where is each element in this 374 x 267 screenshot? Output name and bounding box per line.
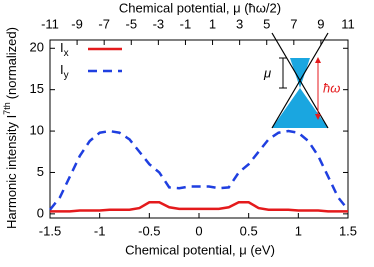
x-tick-label: 0 (195, 223, 202, 238)
y-tick-label: 15 (30, 81, 44, 96)
inset-hw-label: ħω (323, 80, 340, 95)
legend-sub: y (64, 70, 69, 81)
inset-lower-fill (272, 88, 328, 128)
x-axis-label: Chemical potential, μ (eV) (125, 242, 275, 257)
y-tick-label: 10 (30, 123, 44, 138)
x-tick-label: 0.5 (240, 223, 258, 238)
y-label-end: (normalized) (4, 27, 19, 99)
legend-name: I (60, 62, 64, 77)
legend-label: Ix (60, 40, 69, 58)
y-label-main: Harmonic intensity I (4, 115, 19, 229)
series-line (49, 129, 349, 211)
inset: μ ħω (263, 32, 340, 129)
x-tick-label: -1 (94, 223, 106, 238)
x2-tick-label: -3 (153, 16, 165, 31)
x2-tick-label: -9 (71, 16, 83, 31)
x-tick-label: -1.5 (39, 223, 61, 238)
series-line (50, 201, 348, 213)
inset-hw-arrowhead (315, 57, 321, 63)
x2-tick-label: 9 (317, 16, 324, 31)
x-tick-label: 1.5 (339, 223, 357, 238)
x2-tick-label: -11 (41, 16, 59, 31)
legend-name: I (60, 40, 64, 55)
x2-tick-label: -1 (180, 16, 192, 31)
y-tick-label: 20 (30, 40, 44, 55)
x2-axis-label: Chemical potential, μ (ħω/2) (119, 0, 281, 15)
legend-label: Iy (60, 62, 69, 80)
x2-tick-label: -7 (98, 16, 110, 31)
x2-tick-label: 1 (209, 16, 216, 31)
y-tick-label: 5 (37, 164, 44, 179)
y-tick-label: 0 (37, 205, 44, 220)
inset-cone-line (271, 32, 329, 129)
x-tick-label: 1 (295, 223, 302, 238)
legend-sub: x (64, 48, 69, 59)
inset-upper-fill (290, 58, 310, 88)
x-tick-label: -0.5 (138, 223, 160, 238)
x2-tick-label: 3 (236, 16, 243, 31)
x2-tick-label: 11 (341, 16, 355, 31)
y-axis-label: Harmonic intensity I7th (normalized) (2, 27, 19, 229)
y-label-sup: 7th (2, 102, 12, 115)
x2-tick-label: -5 (125, 16, 137, 31)
x2-tick-label: 5 (263, 16, 270, 31)
x2-tick-label: 7 (290, 16, 297, 31)
inset-hw-arrowhead (315, 114, 321, 120)
inset-mu-label: μ (263, 65, 271, 80)
